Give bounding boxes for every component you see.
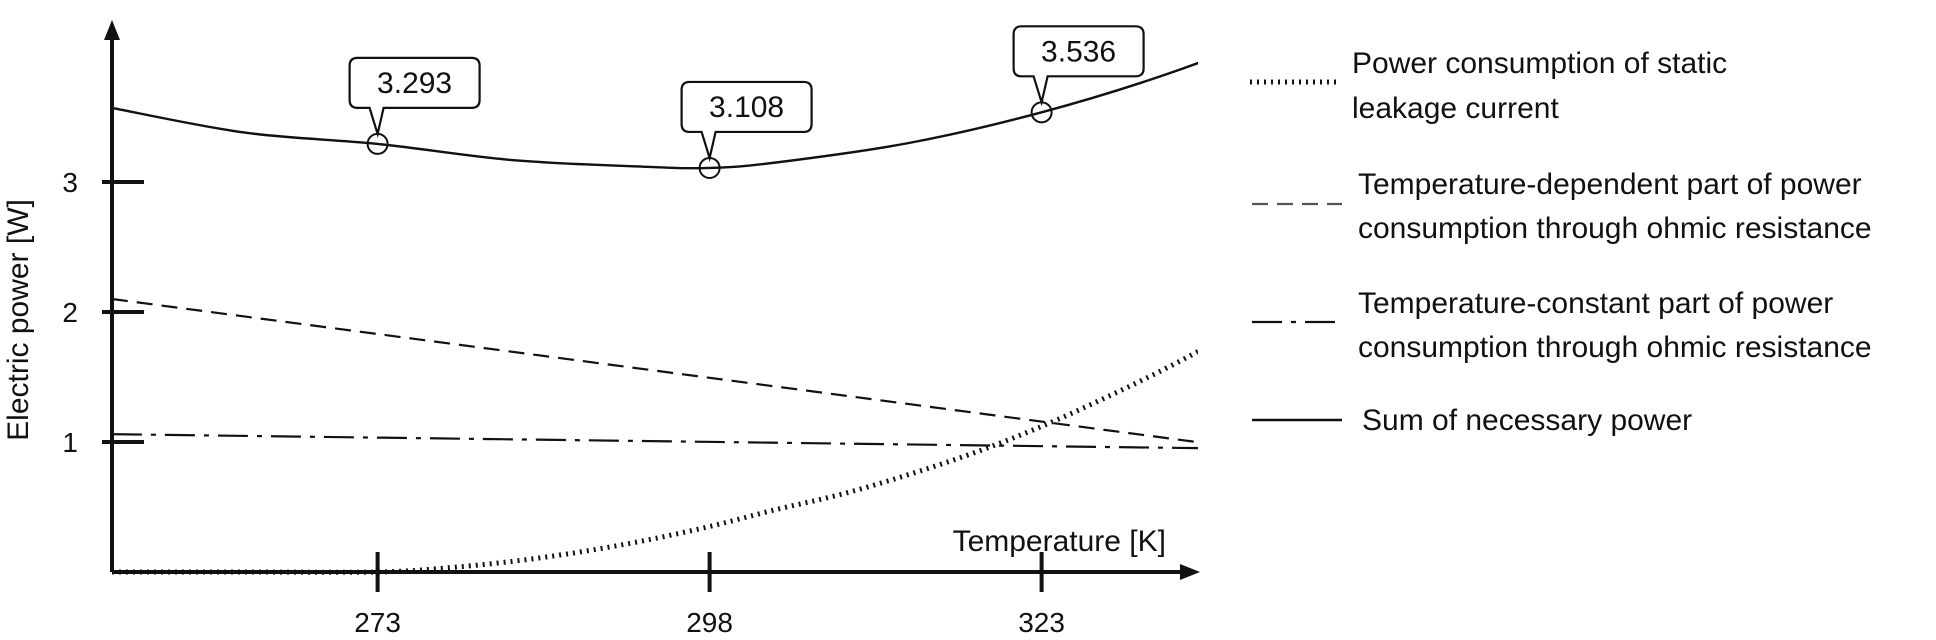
series-static-leakage-line xyxy=(111,348,1198,575)
legend-item-sum: Sum of necessary power xyxy=(1252,404,1692,437)
x-axis-title: Temperature [K] xyxy=(953,525,1166,558)
legend-label-line: Temperature-constant part of power xyxy=(1358,287,1833,320)
legend-label-line: consumption through ohmic resistance xyxy=(1358,212,1872,245)
x-tick-label: 273 xyxy=(354,607,401,638)
series-layer xyxy=(110,61,1198,575)
legend-item-temp-constant: Temperature-constant part of power consum… xyxy=(1252,287,1872,364)
legend-label-line: leakage current xyxy=(1352,92,1559,125)
axes: 273 298 323 1 2 3 Temperature [K] Electric powe… xyxy=(2,20,1200,638)
callout: 3.536 xyxy=(1012,25,1145,124)
x-tick-label: 298 xyxy=(686,607,733,638)
legend-label-line: Power consumption of static xyxy=(1352,47,1727,80)
series-sum-line xyxy=(110,61,1198,170)
callout-box xyxy=(680,80,813,163)
callout: 3.108 xyxy=(680,80,813,179)
y-tick-label: 3 xyxy=(62,167,78,198)
callout-label: 3.293 xyxy=(377,67,452,100)
callout: 3.293 xyxy=(348,56,481,155)
series-temp-constant-line xyxy=(111,433,1198,450)
legend-label-line: Temperature-dependent part of power xyxy=(1358,168,1862,201)
y-axis-arrowhead xyxy=(104,20,120,40)
callout-label: 3.108 xyxy=(709,91,784,124)
y-axis-title: Electric power [W] xyxy=(2,199,35,441)
legend: Power consumption of static leakage curre… xyxy=(1250,47,1872,437)
y-tick-label: 2 xyxy=(62,297,78,328)
series-temp-dependent-line xyxy=(111,297,1198,444)
annotation-layer: 3.293 3.108 3.536 xyxy=(348,25,1145,179)
legend-item-temp-dependent: Temperature-dependent part of power consu… xyxy=(1252,168,1872,245)
x-tick-label: 323 xyxy=(1018,607,1065,638)
y-tick-label: 1 xyxy=(62,427,78,458)
x-axis-arrowhead xyxy=(1180,564,1200,580)
legend-label-line: Sum of necessary power xyxy=(1362,404,1692,437)
legend-label-line: consumption through ohmic resistance xyxy=(1358,331,1872,364)
legend-item-static-leakage: Power consumption of static leakage curre… xyxy=(1250,47,1727,125)
callout-box xyxy=(1012,25,1145,107)
callout-label: 3.536 xyxy=(1041,35,1116,68)
callout-box xyxy=(348,56,481,139)
